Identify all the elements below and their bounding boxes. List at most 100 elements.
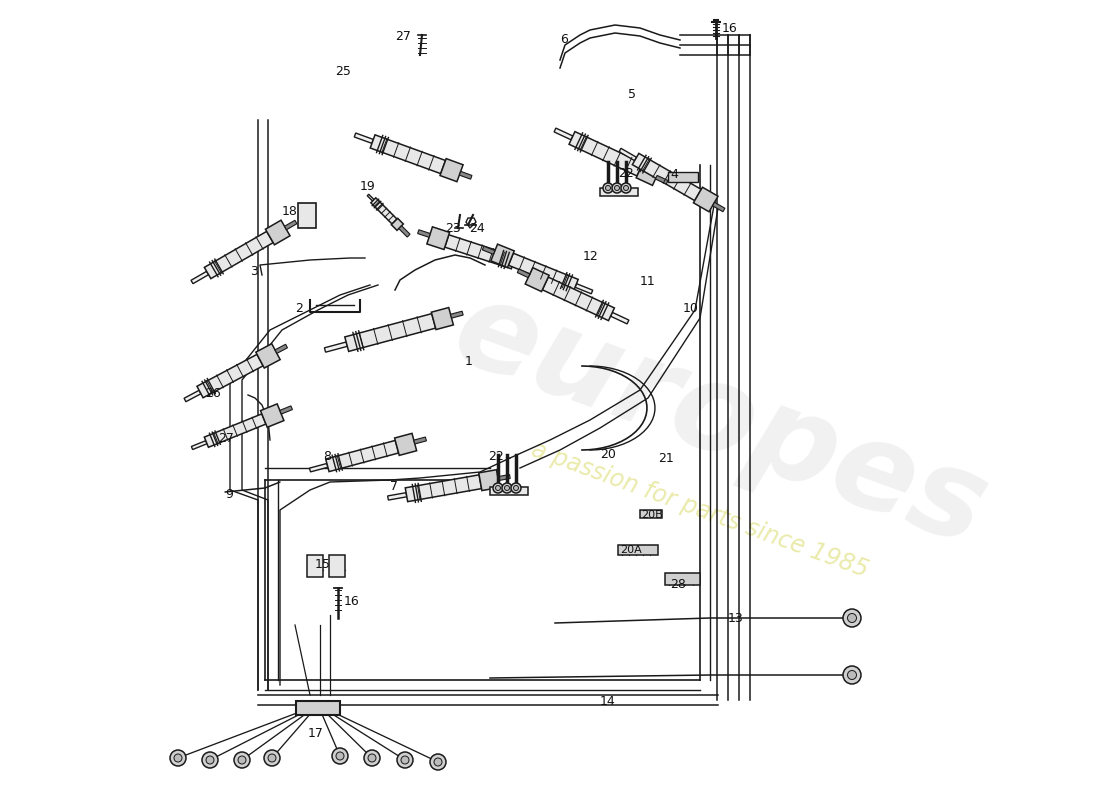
Text: 22: 22 <box>488 450 504 463</box>
Text: 28: 28 <box>670 578 686 591</box>
Text: 5: 5 <box>628 88 636 101</box>
Text: 14: 14 <box>600 695 616 708</box>
Polygon shape <box>371 198 397 224</box>
Bar <box>640 510 662 518</box>
Circle shape <box>495 486 500 490</box>
Polygon shape <box>205 231 273 278</box>
Text: 13: 13 <box>728 612 744 625</box>
Polygon shape <box>309 463 328 472</box>
Polygon shape <box>191 441 207 450</box>
Polygon shape <box>324 342 348 352</box>
Bar <box>618 545 658 555</box>
Circle shape <box>202 752 218 768</box>
Polygon shape <box>285 220 297 230</box>
Polygon shape <box>275 344 287 354</box>
Circle shape <box>234 752 250 768</box>
Polygon shape <box>491 244 514 267</box>
Text: europes: europes <box>438 270 1002 570</box>
Text: 16: 16 <box>344 595 360 608</box>
Circle shape <box>264 750 280 766</box>
Polygon shape <box>427 227 450 250</box>
Circle shape <box>843 666 861 684</box>
Polygon shape <box>713 202 725 212</box>
Text: 8: 8 <box>323 450 331 463</box>
Circle shape <box>514 486 518 490</box>
Text: 22: 22 <box>618 167 634 180</box>
Polygon shape <box>440 158 463 182</box>
Polygon shape <box>395 434 417 455</box>
Polygon shape <box>632 154 701 201</box>
Polygon shape <box>619 148 637 161</box>
Polygon shape <box>371 135 446 174</box>
Polygon shape <box>513 261 530 270</box>
Circle shape <box>512 483 521 493</box>
Text: 27: 27 <box>218 432 234 445</box>
Circle shape <box>505 486 509 490</box>
Circle shape <box>843 609 861 627</box>
Text: 20A: 20A <box>620 545 641 555</box>
Circle shape <box>174 754 182 762</box>
Polygon shape <box>279 406 293 414</box>
Text: 15: 15 <box>315 558 331 571</box>
Polygon shape <box>265 220 290 245</box>
Polygon shape <box>392 218 404 230</box>
Circle shape <box>605 186 610 190</box>
Circle shape <box>847 614 857 622</box>
Text: 25: 25 <box>336 65 351 78</box>
Polygon shape <box>184 390 201 402</box>
Text: 10: 10 <box>683 302 698 315</box>
Polygon shape <box>508 253 579 291</box>
Circle shape <box>430 754 446 770</box>
Circle shape <box>402 756 409 764</box>
Polygon shape <box>482 246 495 254</box>
Polygon shape <box>451 311 463 318</box>
Text: 21: 21 <box>658 452 673 465</box>
Circle shape <box>502 483 512 493</box>
Polygon shape <box>610 312 629 324</box>
Polygon shape <box>525 268 549 291</box>
Text: 2: 2 <box>295 302 302 315</box>
Text: 26: 26 <box>205 387 221 400</box>
Bar <box>666 573 700 585</box>
Circle shape <box>268 754 276 762</box>
Polygon shape <box>636 162 660 186</box>
Circle shape <box>332 748 348 764</box>
Circle shape <box>612 183 621 193</box>
Text: 6: 6 <box>560 33 568 46</box>
Circle shape <box>615 186 619 190</box>
Circle shape <box>397 752 412 768</box>
Polygon shape <box>344 314 436 351</box>
Circle shape <box>434 758 442 766</box>
Text: 24: 24 <box>469 222 485 235</box>
Text: 27: 27 <box>395 30 411 43</box>
Text: 9: 9 <box>226 488 233 501</box>
Polygon shape <box>517 269 530 278</box>
Polygon shape <box>418 230 430 238</box>
Polygon shape <box>205 414 266 447</box>
Text: 11: 11 <box>640 275 656 288</box>
Text: 3: 3 <box>250 265 257 278</box>
Circle shape <box>364 750 380 766</box>
Polygon shape <box>431 307 453 330</box>
Text: 20B: 20B <box>641 510 662 520</box>
Polygon shape <box>367 194 374 201</box>
Text: 12: 12 <box>583 250 598 263</box>
Bar <box>668 172 698 182</box>
Circle shape <box>238 756 246 764</box>
Polygon shape <box>197 354 263 398</box>
Text: a passion for parts since 1985: a passion for parts since 1985 <box>528 438 872 582</box>
Circle shape <box>493 483 503 493</box>
Polygon shape <box>693 187 718 212</box>
Circle shape <box>624 186 628 190</box>
Polygon shape <box>460 171 472 179</box>
Polygon shape <box>387 493 407 500</box>
Polygon shape <box>354 133 373 143</box>
Circle shape <box>621 183 631 193</box>
Text: 17: 17 <box>308 727 323 740</box>
Polygon shape <box>554 128 573 140</box>
Text: 7: 7 <box>390 480 398 493</box>
Polygon shape <box>569 131 642 176</box>
Polygon shape <box>542 277 615 321</box>
Bar <box>490 487 528 495</box>
Circle shape <box>368 754 376 762</box>
